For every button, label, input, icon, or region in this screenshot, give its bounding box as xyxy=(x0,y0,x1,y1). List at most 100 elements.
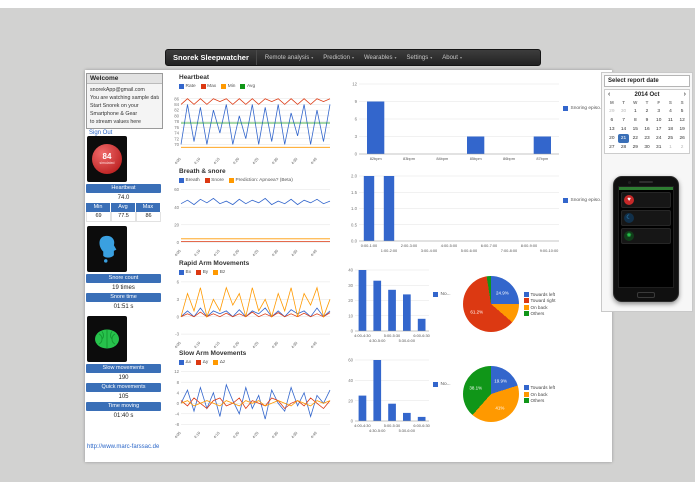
calendar-day[interactable]: 8 xyxy=(633,118,637,123)
calendar-day[interactable]: 16 xyxy=(644,127,650,132)
caret-down-icon: ▾ xyxy=(430,55,433,60)
legend-label: On back xyxy=(530,391,548,397)
y-axis-label: 74 xyxy=(174,131,179,136)
calendar-next-icon[interactable]: › xyxy=(683,91,686,98)
legend-swatch xyxy=(200,83,206,89)
snore-widget xyxy=(87,226,127,272)
snore-app-icon: ☾ xyxy=(624,213,634,223)
x-axis-label: 4:10 xyxy=(193,249,201,257)
calendar-day[interactable]: 15 xyxy=(632,127,638,132)
calendar-day[interactable]: 30 xyxy=(644,145,650,150)
x-axis-label: 4:30 xyxy=(271,157,279,165)
calendar-grid: M T W T F S S 29 30 1 2 3 4 5 6 7 8 9 10 11 12 13 14 15 16 17 18 19… xyxy=(606,99,688,152)
calendar-day[interactable]: 10 xyxy=(656,118,662,123)
legend-swatch xyxy=(524,298,529,304)
legend-swatch xyxy=(563,106,568,111)
x-axis-label: 84bpm xyxy=(436,156,448,161)
calendar-day[interactable]: 22 xyxy=(632,136,638,141)
calendar-day[interactable]: 20 xyxy=(609,136,615,141)
heartbeat-button[interactable]: Heartbeat xyxy=(86,184,161,193)
time-moving-button[interactable]: Time moving xyxy=(86,402,161,411)
snoring-by-hour-bar-chart: 0.0 0.5 1.0 1.5 2.0 0:00-1:00 1:00-2:00 2:00-3:… xyxy=(341,172,605,256)
legend-swatch xyxy=(204,177,210,183)
calendar-day[interactable]: 29 xyxy=(632,145,638,150)
chart-legend: Snoring episo... xyxy=(563,172,605,203)
calendar-day[interactable]: 21 xyxy=(617,134,630,143)
author-website-link[interactable]: http://www.marc-farssac.de xyxy=(87,444,160,450)
y-axis-label: 60 xyxy=(348,358,353,363)
x-axis-label: 85bpm xyxy=(470,156,482,161)
legend-swatch xyxy=(179,177,184,183)
x-axis-label: 7:00-8:00 xyxy=(501,248,518,253)
breath-snore-line-chart: Breath & snore Breath Snore Prediction: Apn… xyxy=(165,168,333,258)
y-axis-label: 6 xyxy=(177,280,180,285)
menu-remote-analysis[interactable]: Remote analysis ▾ xyxy=(260,55,318,61)
legend-label: Others xyxy=(530,311,545,317)
rapid-arm-line-chart: Rapid Arm Movements Bx By Bz -3 0 3 6 4:05 4:10 4:… xyxy=(165,260,333,350)
calendar-day[interactable]: 27 xyxy=(609,145,615,150)
quick-movements-button[interactable]: Quick movements xyxy=(86,383,161,392)
calendar-day[interactable]: 7 xyxy=(622,118,625,123)
calendar-day[interactable]: 25 xyxy=(667,136,674,141)
legend-item: Δy xyxy=(196,359,208,365)
calendar-day[interactable]: 9 xyxy=(645,118,649,123)
calendar-day[interactable]: 18 xyxy=(667,127,674,132)
calendar-day[interactable]: 5 xyxy=(680,109,684,114)
calendar-day[interactable]: 4 xyxy=(669,109,672,114)
calendar-day[interactable]: 14 xyxy=(620,127,627,132)
x-axis-label: 4:05 xyxy=(174,249,182,257)
x-axis-label: 83bpm xyxy=(403,156,415,161)
menu-about[interactable]: About ▾ xyxy=(437,55,467,61)
legend-swatch xyxy=(196,359,202,365)
slow-movements-button[interactable]: Slow movements xyxy=(86,364,161,373)
calendar-day[interactable]: 29 xyxy=(609,109,615,114)
select-report-date-button[interactable]: Select report date xyxy=(604,75,690,87)
position-pie-chart-slow: 19.9% 41% 38.1% Towards left On back Others xyxy=(463,358,605,430)
snore-head-icon xyxy=(99,235,117,263)
calendar-day[interactable]: 28 xyxy=(620,145,627,150)
legend-swatch xyxy=(524,385,529,390)
pie-slice-label: 38.1% xyxy=(469,385,483,391)
legend-swatch xyxy=(563,198,568,203)
calendar-day[interactable]: 3 xyxy=(657,109,661,114)
calendar-day[interactable]: 17 xyxy=(656,127,662,132)
calendar-day[interactable]: 26 xyxy=(679,136,685,141)
min-header: Min xyxy=(86,203,111,212)
calendar-day[interactable]: 11 xyxy=(667,118,673,123)
welcome-panel: Welcome snorekApp@gmail.com You are watch… xyxy=(86,73,163,129)
calendar-day[interactable]: 23 xyxy=(644,136,650,141)
dashboard-sheet: Welcome snorekApp@gmail.com You are watch… xyxy=(85,70,612,462)
x-axis-label: 4:25 xyxy=(252,157,260,165)
calendar-prev-icon[interactable]: ‹ xyxy=(608,91,611,98)
calendar-day[interactable]: 30 xyxy=(620,109,627,114)
calendar-day[interactable]: 12 xyxy=(679,118,685,123)
legend-swatch xyxy=(433,382,438,387)
snore-count-button[interactable]: Snore count xyxy=(86,274,161,283)
calendar-day[interactable]: 1 xyxy=(633,109,637,114)
calendar-day[interactable]: 31 xyxy=(656,145,662,150)
calendar-day[interactable]: 24 xyxy=(656,136,662,141)
chart-legend: Δx Δy Δz xyxy=(165,358,333,366)
calendar-day[interactable]: 13 xyxy=(609,127,615,132)
calendar-day[interactable]: 1 xyxy=(669,145,672,150)
chart-title: Breath & snore xyxy=(179,168,226,175)
menu-prediction[interactable]: Prediction ▾ xyxy=(318,55,359,61)
y-axis-label: 8 xyxy=(177,380,180,385)
snore-time-button[interactable]: Snore time xyxy=(86,293,161,302)
menu-wearables[interactable]: Wearables ▾ xyxy=(359,55,402,61)
y-axis-label: 9 xyxy=(355,99,358,104)
menu-settings[interactable]: Settings ▾ xyxy=(402,55,438,61)
legend-label: Snoring episo... xyxy=(570,106,604,111)
x-axis-label: 4:40 xyxy=(310,431,318,439)
y-axis-label: 2.0 xyxy=(351,174,358,179)
bar xyxy=(388,403,396,421)
calendar-day[interactable]: 6 xyxy=(610,118,614,123)
sign-out-link[interactable]: Sign Out xyxy=(89,130,113,136)
calendar-day[interactable]: 19 xyxy=(679,127,685,132)
series-line xyxy=(180,311,331,318)
snore-count-value: 19 times xyxy=(112,285,135,291)
y-axis-label: 10 xyxy=(348,313,353,318)
calendar-day[interactable]: 2 xyxy=(645,109,649,114)
calendar-day[interactable]: 2 xyxy=(680,145,684,150)
app-brand[interactable]: Snorek Sleepwatcher xyxy=(173,53,249,62)
